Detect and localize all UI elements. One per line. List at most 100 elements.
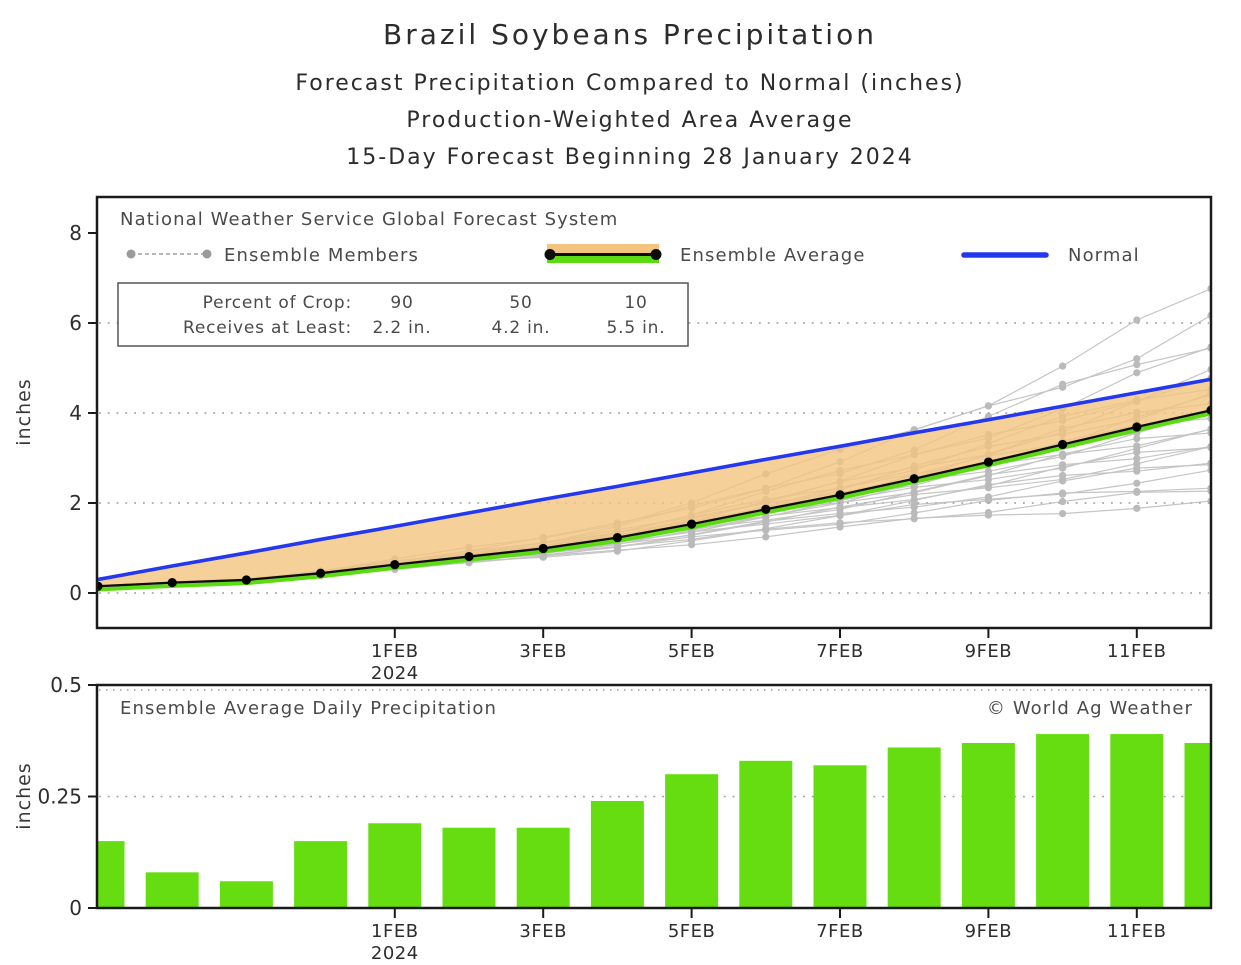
- crop-probability-box: Percent of Crop: 90 50 10 Receives at Le…: [117, 282, 689, 347]
- ensemble-member-dot: [1207, 497, 1210, 505]
- ensemble-member-dot: [910, 509, 918, 517]
- ensemble-member-dot: [1059, 475, 1067, 484]
- y-tick-label: 4: [69, 401, 82, 425]
- ensemble-member-dot: [984, 493, 993, 501]
- ensemble-members-swatch: [126, 249, 212, 259]
- x-tick-label: 5FEB: [668, 641, 716, 662]
- ensemble-member-dot: [984, 467, 993, 475]
- legend-normal-label: Normal: [1068, 245, 1140, 266]
- y-tick-label: 0: [69, 581, 82, 605]
- x-tick-label: 9FEB: [965, 921, 1013, 942]
- ensemble-member-dot: [1207, 466, 1210, 474]
- ensemble-member-dot: [762, 533, 770, 541]
- ensemble-member-dot: [1133, 479, 1141, 487]
- crop-row2-val-42: 4.2 in.: [492, 318, 551, 338]
- ensemble-average-dot: [241, 575, 251, 585]
- top-legend: National Weather Service Global Forecast…: [120, 209, 1140, 266]
- crop-row1-label: Percent of Crop:: [203, 293, 352, 313]
- ensemble-average-dot: [390, 560, 400, 570]
- ensemble-average-dot: [1132, 422, 1142, 432]
- ensemble-average-line: [98, 409, 1210, 588]
- legend-source-label: National Weather Service Global Forecast…: [120, 209, 618, 230]
- legend-ensemble-average-label: Ensemble Average: [680, 245, 866, 266]
- x-tick-label: 7FEB: [816, 921, 864, 942]
- ensemble-member-dot: [1059, 510, 1067, 518]
- ensemble-average-dot: [1058, 439, 1068, 450]
- ensemble-member-dot: [1059, 497, 1067, 506]
- copyright-credit: © World Ag Weather: [987, 698, 1193, 719]
- bottom-gridlines: [99, 689, 1209, 798]
- ensemble-member-dot: [1207, 414, 1210, 422]
- ensemble-average-dot: [167, 578, 177, 588]
- daily-precip-bar-28JAN: [98, 841, 125, 908]
- daily-precip-bar-12FEB: [1184, 742, 1210, 908]
- daily-precip-bar-3FEB: [516, 827, 570, 908]
- daily-precip-bar-6FEB: [739, 760, 793, 908]
- ensemble-member-dot: [1133, 487, 1141, 495]
- ensemble-member-dot: [1059, 383, 1067, 391]
- ensemble-member-dot: [1133, 504, 1141, 512]
- ensemble-member-dot: [1133, 316, 1141, 324]
- ensemble-member-dot: [1207, 459, 1210, 467]
- ensemble-average-dot: [612, 533, 623, 543]
- crop-row1-val-50: 50: [509, 293, 532, 313]
- crop-row1-val-10: 10: [624, 293, 647, 313]
- crop-row2-val-22: 2.2 in.: [373, 318, 432, 338]
- crop-row1-val-90: 90: [390, 293, 413, 313]
- y-tick-label: 0.25: [37, 785, 82, 809]
- ensemble-member-dot: [910, 503, 918, 511]
- daily-precip-bar-7FEB: [813, 765, 867, 908]
- ensemble-member-dot: [1207, 365, 1210, 373]
- ensemble-member-dot: [1059, 490, 1067, 498]
- ensemble-member-dot: [984, 482, 993, 490]
- ensemble-member-dot: [984, 402, 993, 410]
- ensemble-member-dot: [1059, 362, 1067, 370]
- x-tick-label: 9FEB: [965, 641, 1013, 662]
- ensemble-average-dot: [1206, 405, 1210, 415]
- normal-line: [98, 377, 1210, 582]
- ensemble-member-dot: [1207, 442, 1210, 450]
- y-tick-label: 0.5: [50, 673, 82, 697]
- crop-row2-val-55: 5.5 in.: [607, 318, 666, 338]
- y-tick-label: 0: [69, 896, 82, 920]
- ensemble-average-dot: [464, 551, 474, 562]
- x-tick-label: 5FEB: [668, 921, 716, 942]
- ensemble-member-dot: [1207, 311, 1210, 319]
- chart-subtitle-2: Production-Weighted Area Average: [406, 108, 853, 133]
- ensemble-average-swatch: [544, 244, 662, 263]
- daily-precip-bar-5FEB: [665, 774, 719, 908]
- ensemble-member-dot: [1133, 442, 1141, 450]
- ensemble-member-dot: [836, 511, 844, 520]
- daily-precip-bar-8FEB: [887, 747, 941, 908]
- bottom-y-axis-label: inches: [13, 762, 35, 829]
- chart-title: Brazil Soybeans Precipitation: [383, 18, 877, 51]
- ensemble-member-dot: [910, 515, 918, 523]
- ensemble-member-dot: [1059, 464, 1067, 472]
- ensemble-member-dot: [1133, 361, 1141, 369]
- chart-subtitle-3: 15-Day Forecast Beginning 28 January 202…: [346, 145, 913, 170]
- x-tick-label: 3FEB: [519, 641, 567, 662]
- ensemble-member-dot: [1133, 434, 1141, 443]
- daily-precip-bar-2FEB: [442, 827, 496, 908]
- ensemble-average-dot: [687, 519, 697, 529]
- daily-precip-bar-30JAN: [219, 881, 273, 908]
- ensemble-member-dot: [836, 520, 844, 528]
- chart-subtitle-1: Forecast Precipitation Compared to Norma…: [295, 71, 964, 96]
- ensemble-member-dot: [836, 505, 844, 514]
- daily-panel-label: Ensemble Average Daily Precipitation: [120, 698, 497, 719]
- ensemble-member-dot: [1059, 452, 1067, 461]
- daily-precip-bar-9FEB: [961, 742, 1015, 908]
- daily-precip-bar-11FEB: [1110, 734, 1164, 908]
- ensemble-member-dot: [1207, 425, 1210, 433]
- x-tick-year-label: 2024: [371, 663, 419, 684]
- y-tick-label: 8: [69, 221, 82, 245]
- ensemble-member-dot: [1133, 369, 1141, 377]
- ensemble-average-dot: [761, 504, 771, 514]
- ensemble-average-dot: [538, 543, 548, 554]
- ensemble-member-dot: [1133, 460, 1141, 468]
